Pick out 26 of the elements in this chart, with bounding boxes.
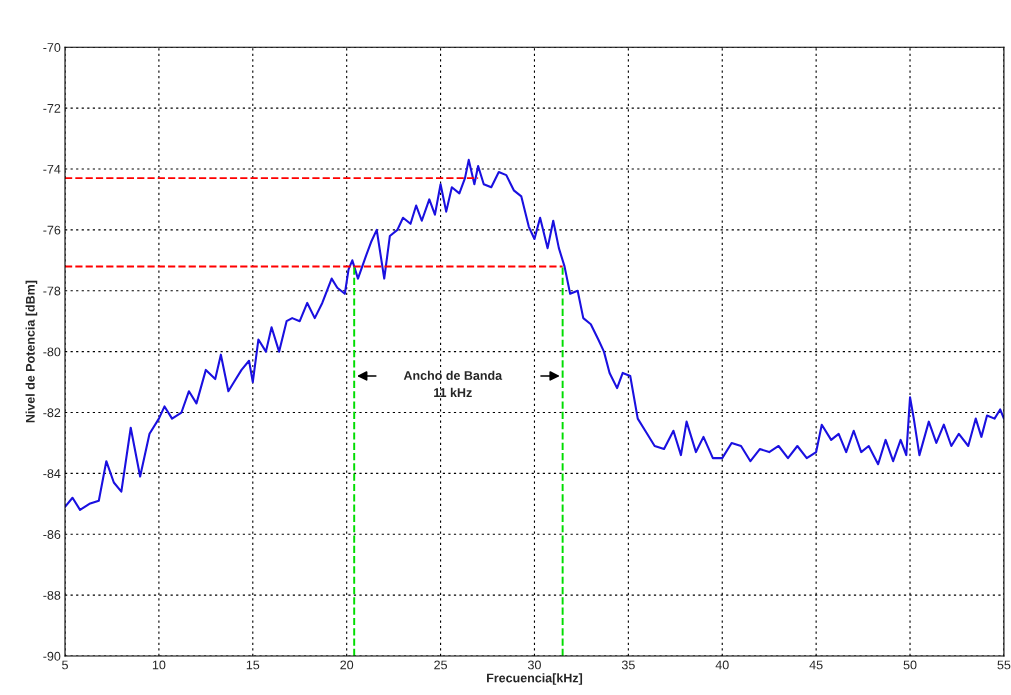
y-tick-label: -74 (43, 164, 61, 174)
x-tick-label: 50 (903, 660, 917, 670)
y-tick-label: -82 (43, 408, 61, 418)
x-tick-label: 55 (997, 660, 1011, 670)
x-tick-label: 30 (527, 660, 541, 670)
y-tick-label: -90 (43, 651, 61, 661)
x-tick-label: 15 (246, 660, 260, 670)
y-tick-label: -86 (43, 530, 61, 539)
y-tick-label: -84 (43, 469, 61, 479)
x-tick-label: 10 (152, 660, 166, 670)
x-tick-label: 40 (715, 660, 729, 670)
y-axis-title: Nivel de Potencia [dBm] (25, 280, 38, 423)
x-tick-label: 25 (434, 660, 447, 670)
y-tick-label: -72 (43, 103, 61, 113)
x-tick-label: 5 (62, 660, 68, 670)
x-tick-label: 35 (621, 660, 635, 670)
line-series (65, 158, 1004, 511)
x-tick-label: 20 (340, 660, 354, 670)
y-tick-label: -78 (43, 286, 61, 296)
y-tick-label: -88 (43, 590, 61, 600)
y-tick-label: -80 (43, 347, 61, 357)
x-axis-title: Frecuencia[kHz] (487, 673, 583, 685)
x-tick-label: 45 (809, 660, 823, 670)
y-tick-label: -70 (43, 43, 61, 52)
annotation: Ancho de Banda 11 kHz (403, 370, 503, 397)
y-tick-label: -76 (43, 225, 61, 235)
